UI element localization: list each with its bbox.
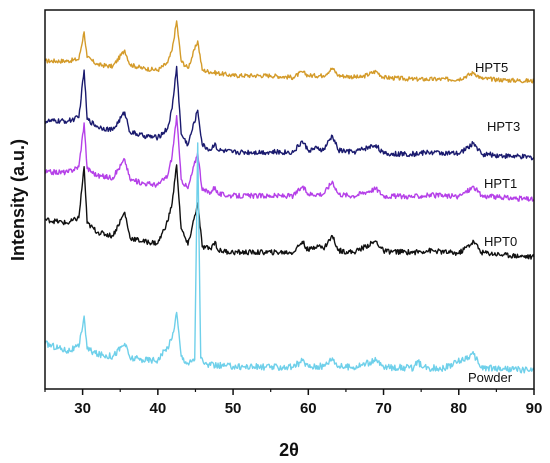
x-tick-label: 90 [526, 400, 543, 417]
series-line-hpt0 [44, 164, 535, 260]
series-label-powder: Powder [468, 370, 513, 385]
series-line-hpt1 [44, 114, 535, 202]
series-label-hpt0: HPT0 [484, 234, 517, 249]
x-tick-label: 70 [375, 400, 392, 417]
series-label-hpt1: HPT1 [484, 176, 517, 191]
x-tick-label: 50 [225, 400, 242, 417]
y-axis-title: Intensity (a.u.) [8, 139, 28, 261]
x-axis-ticks: 30 40 50 60 70 80 90 [44, 389, 543, 417]
series-line-hpt3 [44, 65, 535, 161]
series-line-hpt5 [44, 20, 535, 84]
x-tick-label: 80 [450, 400, 467, 417]
plot-frame [44, 9, 535, 390]
series-line-powder [44, 142, 535, 374]
x-axis-title: 2θ [279, 440, 299, 460]
plot-area: HPT5 HPT3 HPT1 HPT0 Powder [44, 20, 535, 385]
series-label-hpt3: HPT3 [487, 119, 520, 134]
x-tick-label: 30 [74, 400, 91, 417]
series-label-hpt5: HPT5 [475, 60, 508, 75]
x-tick-label: 60 [300, 400, 317, 417]
x-tick-label: 40 [150, 400, 167, 417]
